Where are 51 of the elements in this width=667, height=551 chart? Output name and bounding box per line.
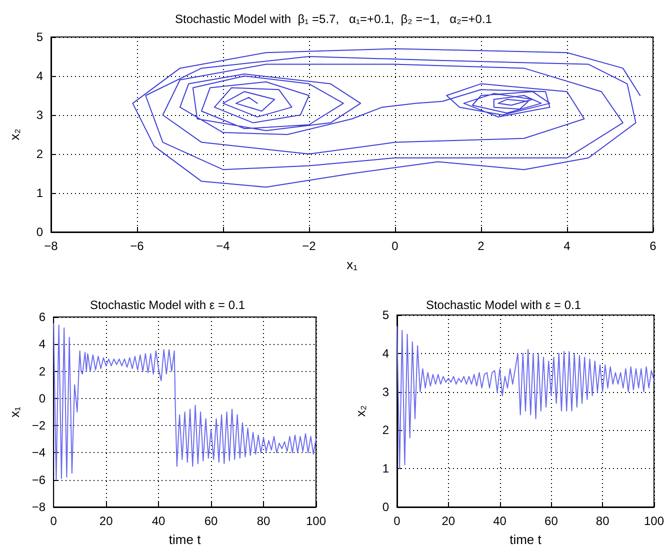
y-tick-label: 0 [38,391,46,406]
y-tick-label: 1 [36,186,44,200]
x-tick-label: 40 [152,514,166,528]
line-series [396,326,654,470]
x-axis-title: time t [168,532,202,547]
y-tick-label: 6 [38,310,46,324]
chart-title: Stochastic Model with ε = 0.1 [426,298,582,312]
chart-title: Stochastic Model with β₁ =5.7, α₁=+0.1, β₂ =−1, α₂=+0.1 [175,12,492,26]
line-series [53,323,316,480]
x-tick-label: 60 [544,514,558,528]
y-tick-label: 4 [36,69,44,83]
y-tick-label: 2 [38,364,46,378]
x-tick-label: 80 [596,514,610,528]
y-tick-label: −6 [32,472,46,487]
y-axis-title: x₁ [7,406,22,418]
x-tick-label: 4 [564,239,571,253]
x-axis-title: time t [510,532,542,547]
x-tick-label: 0 [392,239,399,253]
y-tick-label: 3 [382,384,390,399]
y-tick-label: −8 [32,500,46,514]
x-tick-label: 40 [493,514,507,528]
y-tick-label: 5 [382,308,390,322]
x-tick-label: 100 [644,514,664,528]
x-tick-label: −6 [130,239,144,253]
x-tick-label: 100 [306,514,326,528]
x-tick-label: 2 [478,239,485,253]
x-tick-label: −2 [302,239,316,253]
y-tick-label: 0 [36,225,44,239]
y-axis-title: x₂ [353,405,368,417]
x-tick-label: 80 [256,514,271,528]
y-tick-label: 4 [382,346,390,360]
x-tick-label: 20 [442,514,456,528]
y-tick-label: 1 [382,462,390,476]
y-tick-label: −2 [32,418,46,433]
x-tick-label: −4 [216,239,230,253]
y-tick-label: 3 [36,108,44,122]
x-tick-label: 60 [204,514,218,528]
x-tick-label: 20 [99,514,114,528]
line-series [132,48,641,188]
y-tick-label: 2 [36,147,44,161]
y-tick-label: 2 [382,423,390,438]
y-axis-title: x₂ [7,128,22,140]
x-tick-label: 0 [50,514,58,528]
y-tick-label: 5 [36,30,44,44]
x-tick-label: 6 [650,239,657,253]
x-axis-title: x₁ [346,257,358,272]
x-tick-label: 0 [394,514,401,528]
chart-title: Stochastic Model with ε = 0.1 [90,298,246,312]
y-tick-label: 4 [38,337,46,352]
y-tick-label: 0 [382,500,390,514]
y-tick-label: −4 [32,446,46,460]
